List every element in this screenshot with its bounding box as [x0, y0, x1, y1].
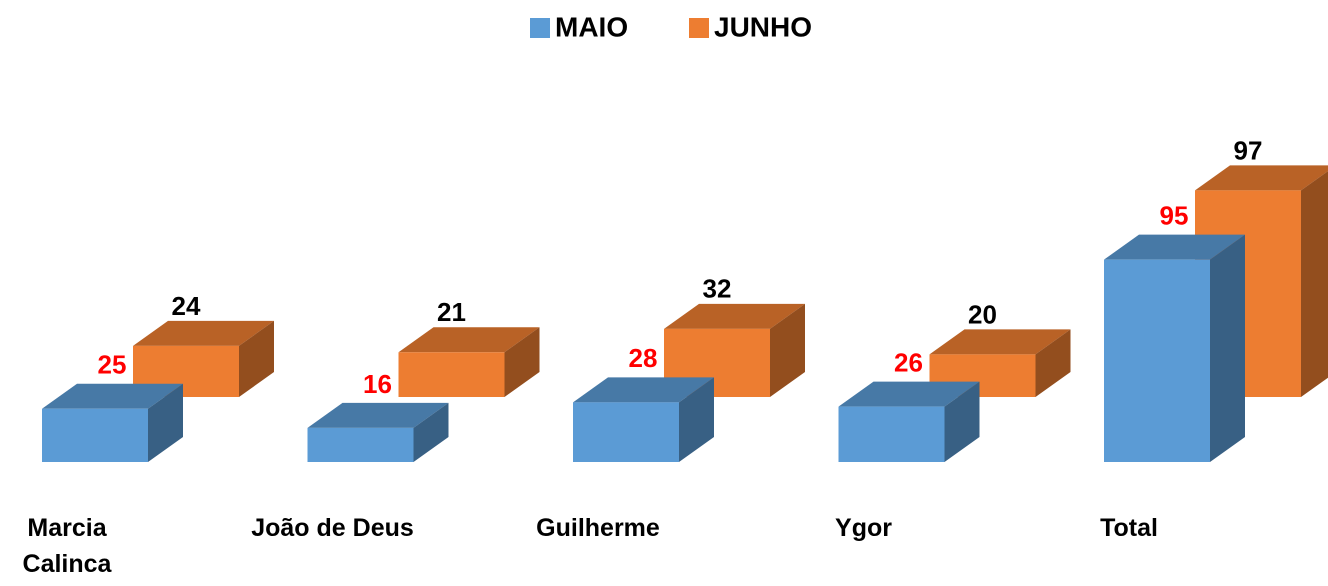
bar-front	[838, 406, 945, 462]
bar-top	[929, 329, 1071, 355]
bar-side	[504, 327, 540, 397]
bar	[398, 327, 540, 397]
bar	[1104, 234, 1245, 462]
data-label: 24	[172, 291, 201, 321]
bar-front	[1104, 259, 1210, 462]
bar-front	[398, 352, 505, 397]
x-tick-label: João de Deus	[251, 514, 414, 542]
bar	[838, 381, 980, 462]
x-tick-label: Marcia Calinca	[22, 514, 112, 578]
bar-top	[42, 383, 183, 409]
bar-side	[1035, 329, 1071, 397]
bar-top	[398, 327, 540, 353]
data-label: 95	[1160, 201, 1189, 231]
bar-side	[944, 381, 980, 462]
bar-side	[1210, 234, 1245, 462]
bar-side	[770, 303, 805, 397]
legend-label: MAIO	[555, 11, 628, 42]
legend-label: JUNHO	[714, 11, 812, 42]
legend-swatch	[530, 18, 550, 38]
bar-side	[1301, 171, 1328, 397]
x-tick-label: Total	[1100, 514, 1158, 542]
data-label: 32	[703, 274, 732, 304]
data-label: 21	[437, 297, 466, 327]
x-tick-label: Ygor	[835, 514, 892, 542]
bar	[307, 402, 449, 462]
bar-top	[664, 303, 805, 329]
legend-swatch	[689, 18, 709, 38]
bar-front	[307, 427, 414, 462]
data-label: 97	[1234, 135, 1263, 165]
bar-side	[239, 320, 274, 397]
data-label: 20	[968, 299, 997, 329]
data-label: 25	[98, 350, 127, 380]
data-label: 26	[894, 347, 923, 377]
data-label: 28	[629, 343, 658, 373]
bar-top	[1195, 165, 1328, 191]
bar-top	[1104, 234, 1245, 260]
bar	[42, 383, 183, 462]
bar-top	[838, 381, 980, 407]
x-tick-label: Guilherme	[536, 514, 660, 542]
bar-top	[307, 402, 449, 428]
bar	[573, 377, 714, 462]
bar-top	[573, 377, 714, 403]
bar-side	[413, 402, 449, 462]
bar-side	[148, 383, 183, 462]
bar-front	[42, 408, 148, 462]
bar-side	[679, 377, 714, 462]
bar-top	[133, 320, 274, 346]
data-label: 16	[363, 369, 392, 399]
bar-front	[573, 402, 679, 462]
